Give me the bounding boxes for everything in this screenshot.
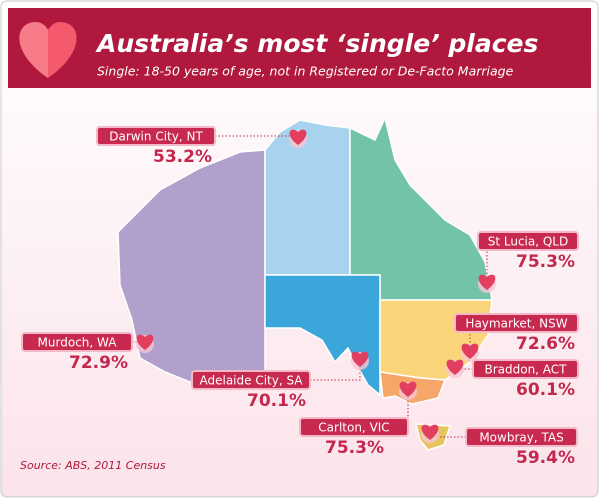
place-name: Haymarket, NSW: [465, 317, 567, 331]
label-box: [454, 313, 579, 333]
place-value: 59.4%: [516, 448, 575, 468]
label-box: [472, 359, 579, 379]
source: Source: ABS, 2011 Census: [20, 459, 166, 472]
label-box: [191, 370, 311, 390]
place-name: Mowbray, TAS: [479, 431, 563, 445]
title: Australia’s most ‘single’ places: [95, 29, 538, 58]
places: Darwin City, NT 53.2% St Lucia, QLD 75.3% Mu…: [21, 126, 579, 468]
place-name: Braddon, ACT: [484, 363, 567, 377]
place-name: Murdoch, WA: [38, 336, 118, 350]
place-value: 60.1%: [516, 380, 575, 400]
label-box: [465, 427, 578, 447]
place-value: 72.9%: [69, 353, 128, 373]
header-band: [8, 8, 591, 88]
place-value: 75.3%: [325, 438, 384, 458]
place-name: Adelaide City, SA: [199, 374, 303, 388]
place-name: Darwin City, NT: [109, 130, 203, 144]
label-box: [21, 332, 133, 352]
place-name: St Lucia, QLD: [488, 235, 569, 249]
heart-icon-shade: [19, 22, 48, 78]
label-box: [96, 126, 216, 146]
subtitle: Single: 18-50 years of age, not in Regis…: [97, 64, 514, 79]
nt: [264, 119, 351, 276]
leader-line: [310, 361, 361, 381]
label-box: [477, 231, 579, 251]
label-box: [299, 417, 409, 437]
place-value: 70.1%: [247, 391, 306, 411]
place-value: 72.6%: [516, 334, 575, 354]
place-name: Carlton, VIC: [318, 421, 389, 435]
place-value: 75.3%: [516, 252, 575, 272]
place-value: 53.2%: [153, 147, 212, 167]
